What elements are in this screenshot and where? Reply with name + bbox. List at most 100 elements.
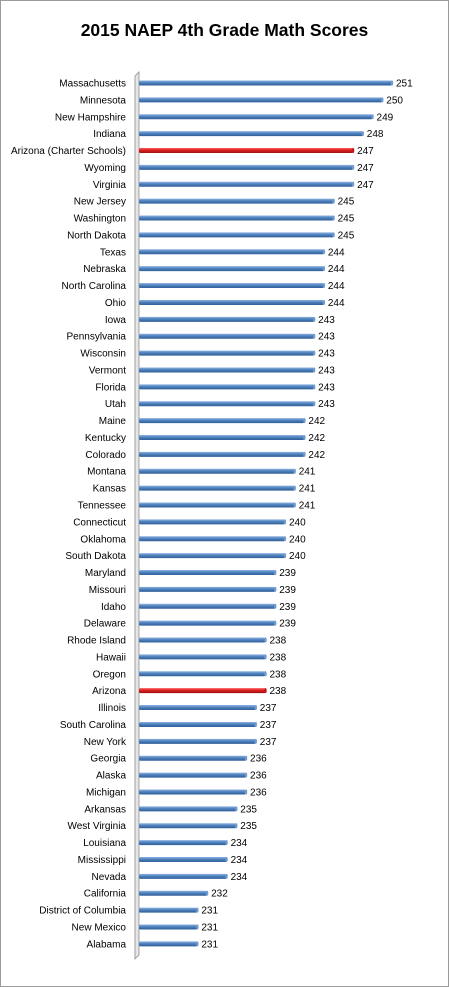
bar-end-cap bbox=[225, 856, 228, 862]
bar-end-cap bbox=[371, 114, 374, 120]
bar bbox=[139, 232, 334, 238]
bar bbox=[139, 215, 334, 221]
data-label: 244 bbox=[328, 281, 345, 292]
bar bbox=[139, 755, 247, 761]
category-label: Florida bbox=[95, 382, 126, 393]
bar-end-cap bbox=[322, 249, 326, 255]
category-label: Tennessee bbox=[78, 501, 127, 512]
category-label: Kentucky bbox=[85, 433, 126, 444]
bar bbox=[139, 451, 305, 457]
bar-end-cap bbox=[205, 890, 209, 896]
bar-end-cap bbox=[303, 434, 306, 440]
data-label: 251 bbox=[396, 79, 413, 90]
bar-end-cap bbox=[361, 131, 365, 137]
category-label: Nebraska bbox=[83, 264, 126, 275]
bar bbox=[139, 941, 198, 947]
data-label: 250 bbox=[386, 95, 403, 106]
bar bbox=[139, 468, 295, 474]
category-label: New Jersey bbox=[74, 197, 126, 208]
category-label: Nevada bbox=[92, 872, 127, 883]
bar bbox=[139, 789, 247, 795]
chart-title: 2015 NAEP 4th Grade Math Scores bbox=[80, 20, 369, 40]
category-label: Arizona (Charter Schools) bbox=[11, 146, 126, 157]
data-label: 245 bbox=[338, 197, 355, 208]
data-label: 234 bbox=[231, 855, 248, 866]
bar bbox=[139, 772, 247, 778]
data-label: 235 bbox=[240, 821, 257, 832]
bar bbox=[139, 367, 315, 373]
category-label: Maine bbox=[99, 416, 127, 427]
category-label: Virginia bbox=[93, 180, 127, 191]
bar-end-cap bbox=[264, 654, 267, 660]
bar bbox=[139, 907, 198, 913]
data-label: 245 bbox=[338, 214, 355, 225]
data-label: 249 bbox=[377, 112, 394, 123]
bar-end-cap bbox=[303, 451, 306, 457]
bar bbox=[139, 418, 305, 424]
category-label: Alaska bbox=[96, 771, 126, 782]
bar-end-cap bbox=[244, 789, 248, 795]
bar-end-cap bbox=[274, 586, 277, 592]
category-label: Vermont bbox=[89, 365, 126, 376]
bar-end-cap bbox=[196, 941, 199, 947]
bar-end-cap bbox=[196, 924, 199, 930]
bar-end-cap bbox=[312, 384, 316, 390]
bar bbox=[139, 333, 315, 339]
data-label: 239 bbox=[279, 568, 296, 579]
data-label: 242 bbox=[308, 450, 325, 461]
data-label: 236 bbox=[250, 787, 267, 798]
bar-end-cap bbox=[303, 418, 306, 424]
data-label: 237 bbox=[260, 720, 277, 731]
data-label: 234 bbox=[231, 872, 248, 883]
category-label: Utah bbox=[105, 399, 126, 410]
bar bbox=[139, 721, 256, 727]
bar bbox=[139, 553, 285, 559]
data-label: 238 bbox=[270, 636, 287, 647]
bar-end-cap bbox=[225, 840, 228, 846]
category-label: Mississippi bbox=[78, 855, 126, 866]
bar-end-cap bbox=[264, 637, 267, 643]
category-label: North Carolina bbox=[62, 281, 127, 292]
data-label: 239 bbox=[279, 602, 296, 613]
data-label: 239 bbox=[279, 585, 296, 596]
data-label: 241 bbox=[299, 501, 316, 512]
bar bbox=[139, 738, 256, 744]
data-label: 232 bbox=[211, 889, 228, 900]
data-label: 244 bbox=[328, 264, 345, 275]
bar-end-cap bbox=[293, 502, 296, 508]
data-label: 237 bbox=[260, 703, 277, 714]
category-label: Rhode Island bbox=[67, 636, 126, 647]
bar-end-cap bbox=[283, 519, 287, 525]
category-label: Idaho bbox=[101, 602, 126, 613]
bar-end-cap bbox=[381, 97, 384, 103]
bar-end-cap bbox=[274, 620, 277, 626]
bar bbox=[139, 823, 237, 829]
data-label: 239 bbox=[279, 619, 296, 630]
category-label: Ohio bbox=[105, 298, 127, 309]
category-label: Missouri bbox=[89, 585, 126, 596]
bar-end-cap bbox=[274, 570, 277, 576]
bar bbox=[139, 485, 295, 491]
category-label: South Carolina bbox=[60, 720, 127, 731]
bar-end-cap bbox=[225, 873, 228, 879]
data-label: 243 bbox=[318, 382, 335, 393]
data-label: 243 bbox=[318, 332, 335, 343]
data-label: 238 bbox=[270, 686, 287, 697]
bar-end-cap bbox=[196, 907, 199, 913]
bar-end-cap bbox=[293, 485, 296, 491]
bar-end-cap bbox=[332, 198, 335, 204]
bar bbox=[139, 114, 373, 120]
bar bbox=[139, 164, 354, 170]
data-label: 236 bbox=[250, 754, 267, 765]
category-label: Wyoming bbox=[84, 163, 126, 174]
category-label: Minnesota bbox=[80, 95, 127, 106]
category-label: Montana bbox=[87, 467, 126, 478]
data-label: 231 bbox=[201, 923, 218, 934]
category-label: Georgia bbox=[90, 754, 126, 765]
bar bbox=[139, 840, 227, 846]
bar bbox=[139, 924, 198, 930]
category-label: Oklahoma bbox=[80, 534, 126, 545]
category-label: Connecticut bbox=[73, 517, 126, 528]
data-label: 240 bbox=[289, 534, 306, 545]
